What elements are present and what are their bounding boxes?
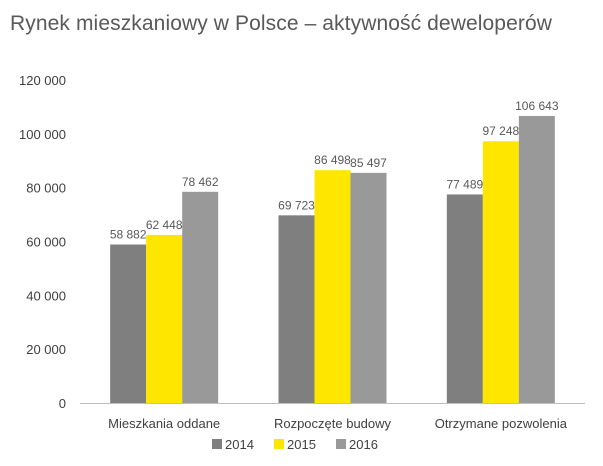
y-tick-label: 60 000 — [26, 235, 66, 250]
data-label: 97 248 — [482, 124, 519, 138]
data-label: 77 489 — [446, 177, 483, 191]
y-tick-label: 80 000 — [26, 181, 66, 196]
bar-2014-3 — [446, 194, 483, 403]
legend-swatch — [212, 439, 222, 449]
data-label: 85 497 — [350, 156, 387, 170]
bar-2014-2 — [278, 215, 315, 403]
y-tick-label: 0 — [59, 396, 66, 411]
chart-title: Rynek mieszkaniowy w Polsce – aktywność … — [10, 12, 552, 35]
bars — [110, 115, 555, 404]
bar-2015-3 — [482, 141, 519, 404]
bar-2015-1 — [146, 234, 183, 403]
data-label: 62 448 — [146, 218, 183, 232]
x-axis: Mieszkania oddane Rozpoczęte budowy Otrzym… — [80, 403, 585, 431]
legend-swatch — [274, 439, 284, 449]
data-label: 69 723 — [278, 198, 315, 212]
bar-2016-2 — [350, 172, 387, 403]
legend-label: 2016 — [349, 437, 378, 452]
y-tick-label: 20 000 — [26, 342, 66, 357]
category-label: Rozpoczęte budowy — [274, 416, 392, 431]
data-label: 58 882 — [110, 228, 147, 242]
bar-2016-3 — [518, 115, 555, 404]
legend: 2014 2015 2016 — [212, 437, 378, 452]
y-tick-label: 40 000 — [26, 288, 66, 303]
legend-label: 2014 — [225, 437, 254, 452]
bar-2015-2 — [314, 170, 351, 403]
category-label: Otrzymane pozwolenia — [435, 416, 568, 431]
legend-label: 2015 — [287, 437, 316, 452]
data-label: 106 643 — [515, 99, 559, 113]
y-tick-label: 120 000 — [19, 73, 66, 88]
y-axis: 0 20 000 40 000 60 000 80 000 100 000 120 000 — [19, 73, 66, 411]
data-label: 86 498 — [314, 153, 351, 167]
bar-2014-1 — [110, 244, 147, 403]
data-label: 78 462 — [182, 175, 219, 189]
category-label: Mieszkania oddane — [108, 416, 220, 431]
y-tick-label: 100 000 — [19, 127, 66, 142]
legend-swatch — [336, 439, 346, 449]
bar-2016-1 — [182, 191, 219, 403]
